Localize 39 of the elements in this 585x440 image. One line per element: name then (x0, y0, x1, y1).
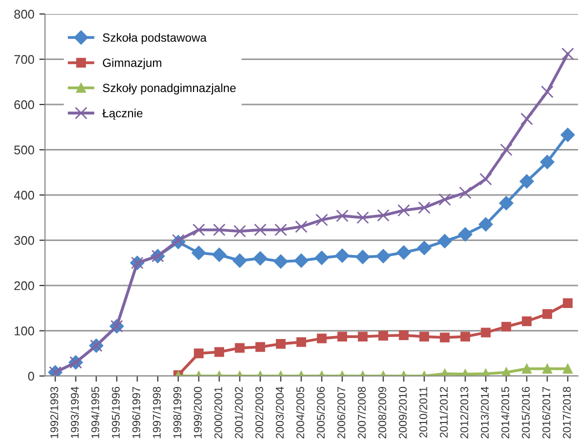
x-tick-label: 2001/2002 (234, 386, 243, 438)
legend-label: Łącznie (102, 108, 142, 120)
y-tick-label: 600 (14, 100, 34, 110)
x-tick-label: 2016/2017 (542, 386, 550, 438)
x-tick-label: 2000/2001 (214, 386, 222, 438)
x-tick-label: 2006/2007 (337, 386, 346, 438)
legend-label: Szkoła podstawowa (102, 33, 207, 44)
y-tick-label: 800 (14, 10, 34, 19)
y-tick-label: 500 (14, 146, 34, 154)
legend-label: Szkoły ponadgimnazjalne (102, 83, 236, 94)
x-tick-label: 2002/2003 (255, 386, 264, 438)
y-tick-label: 700 (14, 55, 34, 64)
x-tick-label: 2014/2015 (501, 386, 510, 438)
y-tick-label: 200 (14, 281, 34, 290)
x-tick-label: 2015/2016 (522, 386, 530, 438)
x-tick-label: 2009/2010 (398, 386, 407, 438)
x-tick-label: 1999/2000 (194, 386, 202, 438)
x-tick-label: 2003/2004 (276, 386, 284, 438)
y-tick-label: 300 (14, 236, 34, 245)
y-tick-label: 400 (14, 190, 34, 200)
x-tick-label: 2004/2005 (296, 386, 304, 438)
x-tick-label: 2007/2008 (358, 386, 366, 438)
y-tick-label: 0 (28, 372, 34, 381)
x-tick-label: 2013/2014 (480, 386, 489, 438)
x-tick-label: 1995/1996 (112, 386, 120, 438)
x-tick-label: 1998/1999 (173, 386, 182, 438)
x-tick-label: 2012/2013 (460, 386, 468, 438)
legend-label: Gimnazjum (102, 58, 162, 70)
x-tick-label: 1992/1993 (50, 386, 58, 438)
x-tick-label: 2005/2006 (316, 386, 325, 438)
x-tick-label: 2011/2012 (440, 386, 448, 438)
y-tick-label: 100 (14, 326, 34, 336)
x-tick-label: 2010/2011 (419, 386, 428, 438)
x-tick-label: 1996/1997 (132, 386, 140, 438)
x-tick-label: 1997/1998 (152, 386, 161, 438)
x-tick-label: 1994/1995 (91, 386, 100, 438)
x-tick-label: 1993/1994 (70, 386, 79, 438)
x-tick-label: 2008/2009 (378, 386, 386, 438)
x-tick-label: 2017/2018 (562, 386, 571, 438)
